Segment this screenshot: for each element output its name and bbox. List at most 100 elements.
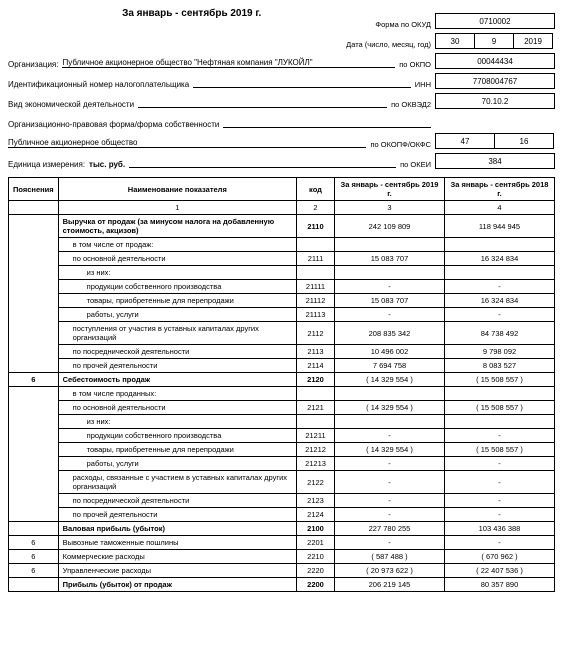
date-year: 2019 xyxy=(513,33,553,49)
cell-cur: ( 20 973 622 ) xyxy=(335,564,445,578)
cell-prev: - xyxy=(445,536,555,550)
table-row: товары, приобретенные для перепродажи212… xyxy=(9,443,555,457)
cell-prev: 16 324 834 xyxy=(445,294,555,308)
col-prev: За январь - сентябрь 2018 г. xyxy=(445,178,555,201)
cell-cur: - xyxy=(335,494,445,508)
cell-prev xyxy=(445,238,555,252)
cell-cur: 227 780 255 xyxy=(335,522,445,536)
cell-prev: 84 738 492 xyxy=(445,322,555,345)
period-title: За январь - сентябрь 2019 г. xyxy=(8,8,375,19)
table-row: в том числе от продаж: xyxy=(9,238,555,252)
cell-prev xyxy=(445,266,555,280)
table-row: 6Коммерческие расходы2210( 587 488 )( 67… xyxy=(9,550,555,564)
cell-code: 2100 xyxy=(297,522,335,536)
date-label: Дата (число, месяц, год) xyxy=(346,40,431,49)
cell-cur xyxy=(335,266,445,280)
table-row: по посреднической деятельности2123-- xyxy=(9,494,555,508)
cell-cur: ( 14 329 554 ) xyxy=(335,401,445,415)
cell-name: по прочей деятельности xyxy=(58,359,296,373)
sub-c4: 4 xyxy=(445,201,555,215)
cell-code: 2121 xyxy=(297,401,335,415)
cell-name: Вывозные таможенные пошлины xyxy=(58,536,296,550)
cell-prev: ( 670 962 ) xyxy=(445,550,555,564)
table-row: расходы, связанные с участием в уставных… xyxy=(9,471,555,494)
cell-code: 2113 xyxy=(297,345,335,359)
cell-name: продукции собственного производства xyxy=(58,280,296,294)
cell-cur: - xyxy=(335,471,445,494)
cell-code xyxy=(297,238,335,252)
cell-prev xyxy=(445,387,555,401)
cell-prev: - xyxy=(445,494,555,508)
org-label: Организация: xyxy=(8,60,58,69)
table-row: по прочей деятельности21147 694 7588 083… xyxy=(9,359,555,373)
cell-code: 2114 xyxy=(297,359,335,373)
col-name: Наименование показателя xyxy=(58,178,296,201)
cell-code: 2201 xyxy=(297,536,335,550)
cell-code: 21212 xyxy=(297,443,335,457)
cell-code: 2122 xyxy=(297,471,335,494)
cell-name: Выручка от продаж (за минусом налога на … xyxy=(58,215,296,238)
cell-name: Прибыль (убыток) от продаж xyxy=(58,578,296,592)
cell-prev: - xyxy=(445,508,555,522)
sub-c1: 1 xyxy=(58,201,296,215)
date-day: 30 xyxy=(435,33,475,49)
cell-name: Валовая прибыль (убыток) xyxy=(58,522,296,536)
sub-c2: 2 xyxy=(297,201,335,215)
cell-name: Управленческие расходы xyxy=(58,564,296,578)
cell-code xyxy=(297,415,335,429)
unit-label: Единица измерения: xyxy=(8,160,85,169)
okopf-label: по ОКОПФ/ОКФС xyxy=(370,140,431,149)
col-code: код xyxy=(297,178,335,201)
cell-code: 21211 xyxy=(297,429,335,443)
org-value: Публичное акционерное общество "Нефтяная… xyxy=(62,58,312,67)
table-row: Валовая прибыль (убыток)2100227 780 2551… xyxy=(9,522,555,536)
table-row: из них: xyxy=(9,415,555,429)
cell-name: по посреднической деятельности xyxy=(58,345,296,359)
cell-name: Коммерческие расходы xyxy=(58,550,296,564)
cell-cur: ( 14 329 554 ) xyxy=(335,373,445,387)
cell-prev: - xyxy=(445,471,555,494)
cell-name: товары, приобретенные для перепродажи xyxy=(58,443,296,457)
table-row: по посреднической деятельности211310 496… xyxy=(9,345,555,359)
cell-prev: 118 944 945 xyxy=(445,215,555,238)
cell-name: продукции собственного производства xyxy=(58,429,296,443)
cell-name: в том числе проданных: xyxy=(58,387,296,401)
cell-cur: 10 496 002 xyxy=(335,345,445,359)
cell-code: 2200 xyxy=(297,578,335,592)
cell-code: 2111 xyxy=(297,252,335,266)
cell-prev: 80 357 890 xyxy=(445,578,555,592)
cell-name: по основной деятельности xyxy=(58,252,296,266)
table-row: по прочей деятельности2124-- xyxy=(9,508,555,522)
table-row: продукции собственного производства21111… xyxy=(9,280,555,294)
table-row: из них: xyxy=(9,266,555,280)
table-row: Прибыль (убыток) от продаж2200206 219 14… xyxy=(9,578,555,592)
cell-code: 2210 xyxy=(297,550,335,564)
cell-notes xyxy=(9,215,59,373)
cell-name: расходы, связанные с участием в уставных… xyxy=(58,471,296,494)
okei-label: по ОКЕИ xyxy=(400,160,431,169)
okud-label: Форма по ОКУД xyxy=(375,20,431,29)
okud-value: 0710002 xyxy=(435,13,555,29)
cell-code: 2120 xyxy=(297,373,335,387)
cell-prev: ( 22 407 536 ) xyxy=(445,564,555,578)
cell-cur: ( 14 329 554 ) xyxy=(335,443,445,457)
cell-cur: 206 219 145 xyxy=(335,578,445,592)
cell-cur: 208 835 342 xyxy=(335,322,445,345)
okei-value: 384 xyxy=(435,153,555,169)
cell-notes: 6 xyxy=(9,564,59,578)
table-row: работы, услуги21113-- xyxy=(9,308,555,322)
cell-code xyxy=(297,266,335,280)
cell-cur xyxy=(335,415,445,429)
table-row: продукции собственного производства21211… xyxy=(9,429,555,443)
col-notes: Пояснения xyxy=(9,178,59,201)
cell-prev: 16 324 834 xyxy=(445,252,555,266)
cell-cur xyxy=(335,238,445,252)
cell-code: 21113 xyxy=(297,308,335,322)
financial-table: Пояснения Наименование показателя код За… xyxy=(8,177,555,592)
cell-name: из них: xyxy=(58,266,296,280)
unit-value: тыс. руб. xyxy=(89,160,125,169)
activity-label: Вид экономической деятельности xyxy=(8,100,134,109)
cell-cur: - xyxy=(335,457,445,471)
cell-cur: - xyxy=(335,508,445,522)
table-row: Выручка от продаж (за минусом налога на … xyxy=(9,215,555,238)
